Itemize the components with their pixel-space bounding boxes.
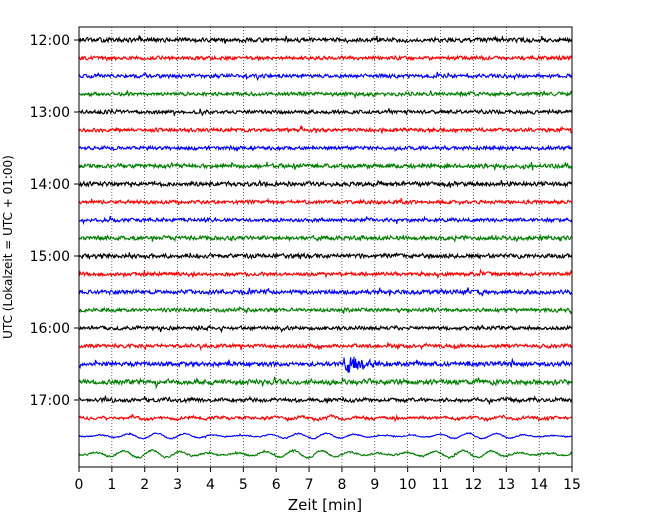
y-tick-label: 17:00: [30, 393, 70, 409]
x-tick-label: 15: [563, 477, 581, 493]
x-tick-label: 8: [337, 477, 346, 493]
trace-1315: [78, 124, 573, 134]
x-tick-label: 7: [305, 477, 314, 493]
x-tick-label: 12: [464, 477, 482, 493]
trace-1630: [78, 356, 573, 373]
y-tick-label: 12:00: [30, 33, 70, 49]
trace-group: [78, 34, 573, 460]
trace-1745: [79, 448, 573, 460]
x-tick-label: 13: [497, 477, 515, 493]
trace-1730: [78, 432, 573, 440]
x-tick-label: 14: [530, 477, 548, 493]
trace-1615: [78, 341, 573, 352]
trace-1715: [78, 413, 573, 423]
y-axis-label: UTC (Lokalzeit = UTC + 01:00): [1, 155, 15, 339]
trace-1545: [78, 306, 573, 315]
y-tick-label: 16:00: [30, 321, 70, 337]
x-tick-label: 10: [399, 477, 417, 493]
x-tick-label: 11: [432, 477, 450, 493]
trace-1600: [78, 324, 573, 334]
trace-1700: [78, 394, 573, 406]
trace-1215: [78, 54, 573, 63]
y-tick-label: 13:00: [30, 105, 70, 121]
y-tick-label: 15:00: [30, 249, 70, 265]
x-tick-label: 0: [75, 477, 84, 493]
trace-1415: [78, 197, 573, 206]
trace-1245: [78, 89, 573, 100]
x-axis-ticks: 0 1 2 3 4 5 6 7 8 9 10 11 12 13 14 15: [75, 467, 581, 493]
plot-frame: [78, 26, 573, 468]
x-tick-label: 6: [272, 477, 281, 493]
y-tick-label: 14:00: [30, 177, 70, 193]
trace-1330: [79, 144, 573, 153]
grid-lines: [111, 27, 540, 467]
trace-1515: [78, 268, 573, 280]
trace-1445: [78, 233, 573, 243]
x-axis-label: Zeit [min]: [288, 496, 362, 514]
trace-1530: [78, 287, 573, 298]
x-tick-label: 5: [239, 477, 248, 493]
trace-1345: [78, 161, 573, 172]
trace-1645: [78, 376, 573, 390]
y-axis-ticks: 12:00 13:00 14:00 15:00 16:00 17:00: [30, 33, 79, 409]
trace-1200: [78, 34, 573, 44]
x-tick-label: 1: [107, 477, 116, 493]
trace-1230: [78, 71, 573, 82]
trace-1400: [78, 179, 573, 188]
x-tick-label: 4: [206, 477, 215, 493]
x-tick-label: 2: [140, 477, 149, 493]
trace-1430: [78, 215, 573, 226]
trace-1300: [78, 108, 573, 117]
x-tick-label: 3: [173, 477, 182, 493]
x-tick-label: 9: [370, 477, 379, 493]
trace-1500: [78, 251, 573, 260]
